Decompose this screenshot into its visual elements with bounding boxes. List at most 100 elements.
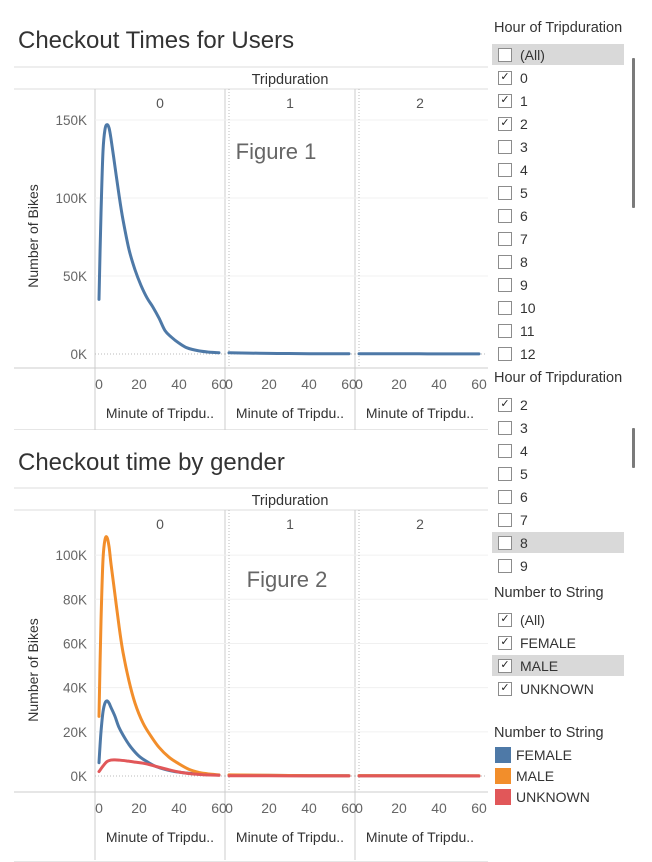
legend-item-female[interactable]: FEMALE: [492, 745, 572, 765]
y-tick-label: 60K: [63, 636, 87, 651]
option-label: 7: [520, 230, 528, 247]
gender-filter-option-all[interactable]: ✓ (All): [492, 609, 624, 630]
option-label: 8: [520, 534, 528, 551]
x-tick-label: 20: [131, 376, 147, 392]
gender-filter-option-male[interactable]: ✓ MALE: [492, 655, 624, 676]
hour-filter-1-option-2[interactable]: ✓ 2: [492, 113, 624, 134]
hour-filter-2-option-4[interactable]: 4: [492, 440, 624, 461]
hour-filter-1-option-5[interactable]: 5: [492, 182, 624, 203]
hour-filter-1-option-8[interactable]: 8: [492, 251, 624, 272]
hour-filter-2-option-7[interactable]: 7: [492, 509, 624, 530]
legend-swatch: [495, 768, 511, 784]
gender-filter-option-female[interactable]: ✓ FEMALE: [492, 632, 624, 653]
legend-label: MALE: [516, 768, 555, 784]
x-tick-label: 40: [431, 800, 447, 816]
hour-filter-1-option-7[interactable]: 7: [492, 228, 624, 249]
hour-filter-1-option-9[interactable]: 9: [492, 274, 624, 295]
checkbox-checked-icon[interactable]: ✓: [498, 70, 512, 85]
option-label: 6: [520, 488, 528, 505]
hour-filter-1-option-all[interactable]: (All): [492, 44, 624, 65]
option-label: 5: [520, 184, 528, 201]
hour-filter-1-option-4[interactable]: 4: [492, 159, 624, 180]
hour-filter-1-option-3[interactable]: 3: [492, 136, 624, 157]
checkbox-checked-icon[interactable]: ✓: [498, 681, 512, 696]
hour-filter-1-option-10[interactable]: 10: [492, 297, 624, 318]
checkbox-unchecked-icon[interactable]: [498, 231, 512, 246]
hour-filter-1-option-6[interactable]: 6: [492, 205, 624, 226]
x-tick-label: 60: [471, 800, 487, 816]
series-line-bikes-panel-0[interactable]: [97, 123, 221, 355]
option-label: 11: [520, 322, 535, 339]
checkbox-checked-icon[interactable]: ✓: [498, 612, 512, 627]
legend-item-male[interactable]: MALE: [492, 766, 554, 786]
checkbox-checked-icon[interactable]: ✓: [498, 635, 512, 650]
x-axis-label: Minute of Tripdu..: [106, 405, 214, 421]
option-label: 7: [520, 511, 528, 528]
series-line-bikes-panel-1[interactable]: [227, 351, 351, 356]
checkbox-unchecked-icon[interactable]: [498, 277, 512, 292]
option-label: (All): [520, 611, 545, 628]
checkbox-unchecked-icon[interactable]: [498, 558, 512, 573]
option-label: UNKNOWN: [520, 680, 594, 697]
hour-filter-2-option-3[interactable]: 3: [492, 417, 624, 438]
series-line-unknown-panel-0[interactable]: [97, 758, 221, 777]
option-label: MALE: [520, 657, 559, 674]
checkbox-unchecked-icon[interactable]: [498, 162, 512, 177]
checkbox-checked-icon[interactable]: ✓: [498, 116, 512, 131]
checkbox-unchecked-icon[interactable]: [498, 420, 512, 435]
filter-panel: Hour of Tripduration (All) ✓ 0 ✓ 1 ✓ 2 3 4 5 6 7 8 9 1…: [488, 0, 652, 862]
panel-label-1: 1: [286, 516, 294, 532]
checkbox-unchecked-icon[interactable]: [498, 254, 512, 269]
panel-label-1: 1: [286, 95, 294, 111]
checkbox-checked-icon[interactable]: ✓: [498, 93, 512, 108]
y-tick-label: 80K: [63, 592, 87, 607]
legend-label: FEMALE: [516, 747, 573, 763]
hour-filter-1-option-11[interactable]: 11: [492, 320, 624, 341]
checkbox-unchecked-icon[interactable]: [498, 300, 512, 315]
hour-filter-1-scrollbar[interactable]: [632, 58, 635, 208]
hour-filter-1-option-1[interactable]: ✓ 1: [492, 90, 624, 111]
series-line-female-panel-0[interactable]: [97, 699, 221, 777]
checkbox-unchecked-icon[interactable]: [498, 466, 512, 481]
legend-swatch: [495, 747, 511, 763]
x-tick-label: 60: [341, 376, 357, 392]
hour-filter-1-option-12[interactable]: 12: [492, 343, 624, 364]
x-tick-label: 0: [355, 376, 363, 392]
checkbox-unchecked-icon[interactable]: [498, 443, 512, 458]
hour-filter-2-option-5[interactable]: 5: [492, 463, 624, 484]
option-label: 3: [520, 138, 528, 155]
option-label: (All): [520, 46, 545, 63]
y-tick-label: 40K: [63, 681, 87, 696]
checkbox-unchecked-icon[interactable]: [498, 489, 512, 504]
chart-title: Checkout time by gender: [18, 449, 285, 476]
x-axis-label: Minute of Tripdu..: [236, 405, 344, 421]
checkbox-unchecked-icon[interactable]: [498, 512, 512, 527]
y-tick-label: 100K: [55, 191, 87, 206]
hour-filter-2-option-6[interactable]: 6: [492, 486, 624, 507]
gender-filter-option-unknown[interactable]: ✓ UNKNOWN: [492, 678, 624, 699]
checkbox-unchecked-icon[interactable]: [498, 346, 512, 361]
x-tick-label: 0: [225, 800, 233, 816]
hour-filter-2-option-2[interactable]: ✓ 2: [492, 394, 624, 415]
option-label: 4: [520, 161, 528, 178]
option-label: 9: [520, 557, 528, 574]
series-line-male-panel-0[interactable]: [97, 535, 221, 777]
checkbox-checked-icon[interactable]: ✓: [498, 397, 512, 412]
checkbox-unchecked-icon[interactable]: [498, 323, 512, 338]
checkbox-unchecked-icon[interactable]: [498, 208, 512, 223]
hour-filter-2-option-9[interactable]: 9: [492, 555, 624, 576]
hour-filter-1-option-0[interactable]: ✓ 0: [492, 67, 624, 88]
checkbox-unchecked-icon[interactable]: [498, 185, 512, 200]
checkbox-unchecked-icon[interactable]: [498, 139, 512, 154]
legend-item-unknown[interactable]: UNKNOWN: [492, 787, 590, 807]
y-tick-label: 20K: [63, 725, 87, 740]
x-axis-label: Minute of Tripdu..: [366, 405, 474, 421]
gender-filter-title: Number to String: [494, 585, 604, 601]
chart-title: Checkout Times for Users: [18, 27, 294, 54]
hour-filter-2-option-8[interactable]: 8: [492, 532, 624, 553]
checkbox-unchecked-icon[interactable]: [498, 535, 512, 550]
checkbox-checked-icon[interactable]: ✓: [498, 658, 512, 673]
checkbox-unchecked-icon[interactable]: [498, 47, 512, 62]
y-axis-label: Number of Bikes: [25, 618, 41, 721]
hour-filter-2-scrollbar[interactable]: [632, 428, 635, 468]
